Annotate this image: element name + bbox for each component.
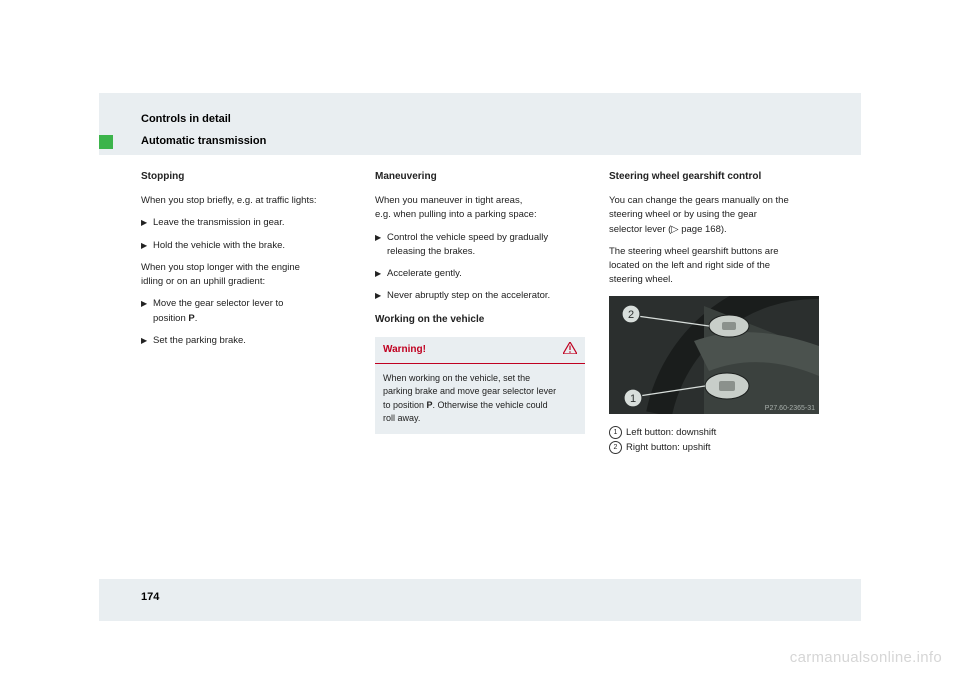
legend-marker-2: 2: [609, 441, 622, 454]
col1-bullet-1: ▶ Leave the transmission in gear.: [141, 216, 351, 230]
legend-item-1: 1 Left button: downshift: [609, 425, 819, 440]
col3-p1b: steering wheel or by using the gear: [609, 208, 819, 222]
col1-intro1: When you stop briefly, e.g. at traffic l…: [141, 194, 351, 208]
section-tab: [99, 135, 113, 149]
bullet-text: Control the vehicle speed by gradually r…: [387, 231, 585, 260]
text-line: roll away.: [383, 413, 420, 423]
bullet-text: Never abruptly step on the accelerator.: [387, 289, 585, 303]
text-line: to position: [383, 400, 427, 410]
col1-title: Stopping: [141, 169, 351, 184]
content-area: Stopping When you stop briefly, e.g. at …: [99, 155, 861, 579]
bullet-icon: ▶: [375, 231, 387, 260]
col1-bullet-4: ▶ Set the parking brake.: [141, 334, 351, 348]
col3-title: Steering wheel gearshift control: [609, 169, 819, 184]
svg-text:2: 2: [628, 309, 634, 321]
warning-body: When working on the vehicle, set the par…: [375, 364, 585, 434]
bullet-text: Leave the transmission in gear.: [153, 216, 351, 230]
warning-icon: [563, 341, 577, 359]
column-2: Maneuvering When you maneuver in tight a…: [375, 169, 585, 455]
section-title: Automatic transmission: [141, 135, 266, 147]
col2-bullet-3: ▶ Never abruptly step on the accelerator…: [375, 289, 585, 303]
col2-bullet-1: ▶ Control the vehicle speed by gradually…: [375, 231, 585, 260]
col3-p1a: You can change the gears manually on the: [609, 194, 819, 208]
columns: Stopping When you stop briefly, e.g. at …: [99, 155, 861, 455]
col1-intro2b: idling or on an uphill gradient:: [141, 275, 351, 289]
legend-item-2: 2 Right button: upshift: [609, 440, 819, 455]
photo-legend: 1 Left button: downshift 2 Right button: u…: [609, 425, 819, 455]
bullet-icon: ▶: [141, 297, 153, 326]
image-ref: P27.60-2365-31: [765, 405, 815, 412]
page-number: 174: [141, 591, 159, 603]
bullet-icon: ▶: [141, 216, 153, 230]
text-line: .: [195, 313, 198, 324]
col1-intro2a: When you stop longer with the engine: [141, 261, 351, 275]
svg-text:1: 1: [630, 393, 636, 405]
text-line: Move the gear selector lever to: [153, 298, 283, 309]
warning-header: Warning!: [375, 337, 585, 363]
text-line: Control the vehicle speed by gradually: [387, 232, 548, 243]
col2-title: Maneuvering: [375, 169, 585, 184]
chapter-title: Controls in detail: [141, 113, 231, 125]
bullet-icon: ▶: [375, 289, 387, 303]
steering-wheel-photo: 2 1 P27.60-2365-31: [609, 296, 819, 414]
warning-label: Warning!: [383, 342, 426, 357]
bullet-icon: ▶: [141, 334, 153, 348]
warning-box: Warning! When working on the vehicle, se…: [375, 337, 585, 434]
text-line: parking brake and move gear selector lev…: [383, 386, 556, 396]
text-line: position: [153, 313, 188, 324]
legend-marker-1: 1: [609, 426, 622, 439]
bullet-text: Move the gear selector lever to position…: [153, 297, 351, 326]
col3-p2a: The steering wheel gearshift buttons are: [609, 245, 819, 259]
legend-text: Left button: downshift: [626, 427, 716, 438]
col2-bullet-2: ▶ Accelerate gently.: [375, 267, 585, 281]
bullet-text: Accelerate gently.: [387, 267, 585, 281]
text-line: releasing the brakes.: [387, 246, 475, 257]
text-line: When working on the vehicle, set the: [383, 373, 530, 383]
bullet-text: Hold the vehicle with the brake.: [153, 239, 351, 253]
watermark: carmanualsonline.info: [790, 649, 942, 666]
text-line: . Otherwise the vehicle could: [433, 400, 548, 410]
col2-intro1a: When you maneuver in tight areas,: [375, 194, 585, 208]
col1-bullet-3: ▶ Move the gear selector lever to positi…: [141, 297, 351, 326]
bullet-icon: ▶: [375, 267, 387, 281]
column-3: Steering wheel gearshift control You can…: [609, 169, 819, 455]
col3-p1c: selector lever (▷ page 168).: [609, 223, 819, 237]
col3-p2c: steering wheel.: [609, 273, 819, 287]
manual-page: Controls in detail Automatic transmissio…: [99, 93, 861, 621]
bullet-text: Set the parking brake.: [153, 334, 351, 348]
col1-bullet-2: ▶ Hold the vehicle with the brake.: [141, 239, 351, 253]
col2-work-title: Working on the vehicle: [375, 312, 585, 327]
col2-intro1b: e.g. when pulling into a parking space:: [375, 208, 585, 222]
column-1: Stopping When you stop briefly, e.g. at …: [141, 169, 351, 455]
legend-text: Right button: upshift: [626, 442, 711, 453]
col3-p2b: located on the left and right side of th…: [609, 259, 819, 273]
bullet-icon: ▶: [141, 239, 153, 253]
